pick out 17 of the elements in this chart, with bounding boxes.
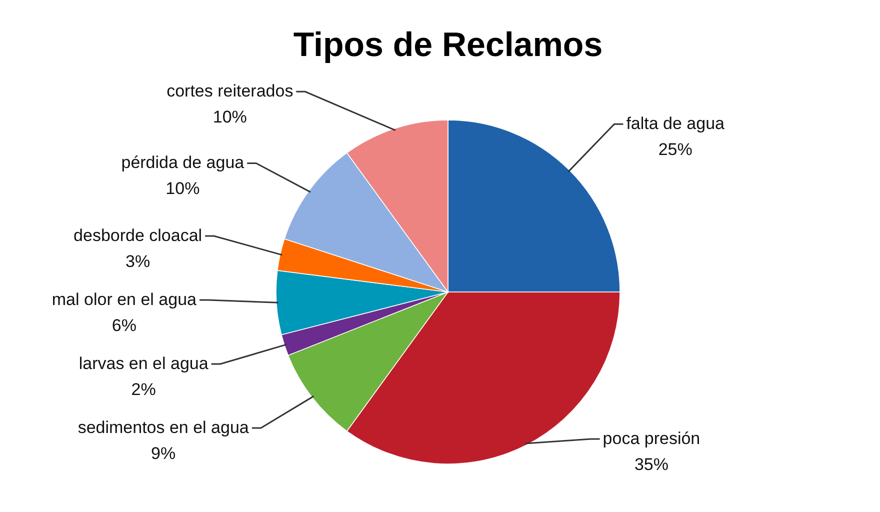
data-label: 6%: [112, 316, 136, 336]
slice-label: mal olor en el agua: [52, 290, 198, 310]
slice-label: desborde cloacal: [74, 226, 202, 246]
data-label: 25%: [658, 140, 692, 160]
data-label: 10%: [212, 108, 247, 127]
data-label: 9%: [151, 444, 176, 464]
data-label: 10%: [166, 179, 200, 198]
chart-title: Tipos de Reclamos: [293, 26, 603, 64]
slice-label: sedimentos en el agua: [78, 418, 250, 438]
slice-label: cortes reiterados: [166, 82, 294, 101]
slice-label: poca presión: [602, 429, 700, 448]
data-label: 35%: [634, 455, 668, 474]
slice-label: falta de agua: [626, 114, 726, 134]
data-label: 2%: [131, 380, 156, 400]
data-label: 3%: [126, 252, 150, 272]
slice-label: larvas en el agua: [78, 354, 209, 374]
slice-label: pérdida de agua: [121, 153, 245, 172]
